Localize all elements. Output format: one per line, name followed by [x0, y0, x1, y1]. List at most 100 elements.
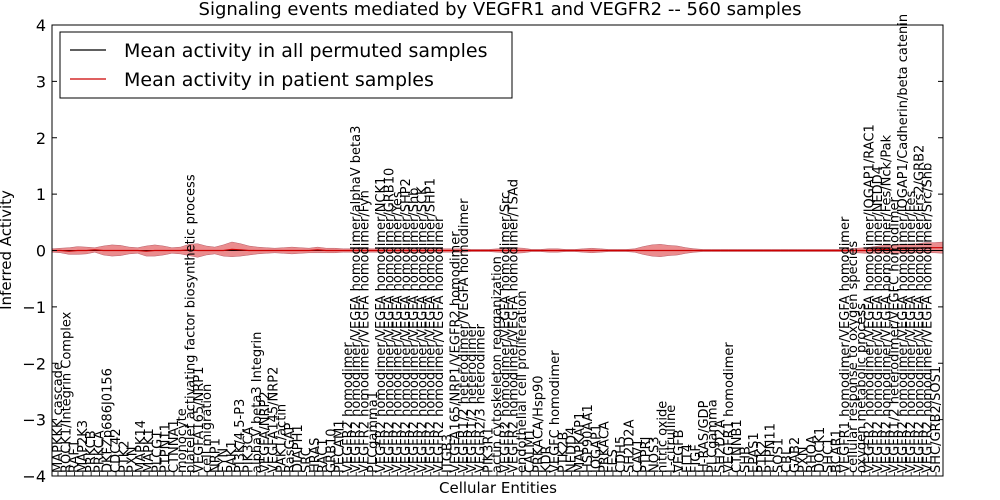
y-tick-label: −2 — [22, 354, 46, 373]
x-tick-label: PTK2 — [755, 440, 770, 473]
x-tick-label: MAPK14 — [134, 420, 149, 473]
patient-mean-line — [52, 247, 943, 252]
x-tick-label: GRB10 — [324, 428, 339, 473]
x-tick-label: H-RAS/GDP — [697, 400, 712, 473]
x-tick-label: RAF1 — [68, 440, 83, 473]
x-tick-label: platelet activating factor biosynthetic … — [184, 174, 199, 473]
y-tick-label: 3 — [36, 72, 46, 91]
x-tick-label: VEGFR2 homodimer/VEGFA homodimer/Frs2/GR… — [912, 145, 927, 473]
x-tick-label: MAPKKK cascade — [51, 362, 66, 473]
x-tick-label: CTNNB1 — [730, 419, 745, 473]
x-tick-label: VEGFR2 homodimer/VEGFA homodimer/SHP2 — [399, 178, 414, 473]
x-tick-label: FYN — [217, 448, 232, 473]
x-tick-label: PXN — [796, 447, 811, 473]
x-tick-label: VEGFA165/NRP1 — [192, 367, 207, 473]
x-tick-label: NOS3 — [647, 437, 662, 473]
x-tick-label: cell migration — [200, 384, 215, 473]
x-tick-label: NEDD4 — [565, 427, 580, 473]
x-tick-label: VEGFR2 homodimer/VEGFA homodimer/Shb — [407, 188, 422, 473]
x-tick-label: CALM1 — [523, 428, 538, 473]
legend-box — [59, 31, 513, 99]
x-tick-label: PIK3CA — [242, 426, 257, 473]
x-tick-label: SH2D2A — [623, 419, 638, 473]
x-tick-label: PRKCB — [84, 430, 99, 473]
x-tick-label: SHC1 — [821, 438, 836, 473]
x-tick-label: MAPKAP1 — [573, 412, 588, 473]
x-tick-label: VEGFR2 homodimer/VEGFA homodimer/Fes/Nck… — [879, 134, 894, 473]
x-tick-label: cellular response to oxygen species — [846, 241, 861, 473]
x-tick-label: PAK1/actin — [275, 404, 290, 473]
x-tick-label: IQGAP1 — [589, 424, 604, 473]
x-tick-label: PTPN11 — [763, 423, 778, 473]
y-tick-label: 4 — [36, 16, 46, 35]
x-tick-label: HSP90AA1 — [581, 404, 596, 473]
x-tick-label: VEGFR2/3 heterodimer — [473, 323, 488, 473]
x-tick-label: PECAM1 — [333, 419, 348, 473]
x-tick-label: PIK3R1 — [482, 427, 497, 473]
x-tick-label: SH2D2A — [714, 419, 729, 473]
y-tick-label: −1 — [22, 298, 46, 317]
x-tick-label: PTK2B — [556, 432, 571, 474]
x-tick-label: VEGFR1/2 heterodimer — [465, 323, 480, 473]
x-tick-label: PTK2 — [117, 440, 132, 473]
x-tick-label: VEGFR2 homodimer/VEGFA homodimer/SCK — [415, 186, 430, 473]
x-tick-label: L-citrulline — [664, 405, 679, 473]
x-tick-label: actin cytoskeleton reorganization — [490, 256, 505, 473]
y-tick-label: −3 — [22, 411, 46, 430]
x-tick-label: VEGFR2 homodimer/VEGFA homodimer/TSAd — [507, 179, 522, 473]
x-tick-label: PAK1 — [225, 440, 240, 473]
y-tick-label: −4 — [22, 467, 46, 486]
x-tick-label: CDH5 — [614, 436, 629, 473]
x-tick-label: VEGFB — [672, 429, 687, 473]
x-tick-label: DOCK1 — [813, 427, 828, 473]
x-tick-label: PLCgamma1 — [366, 391, 381, 473]
x-axis-label: Cellular Entities — [439, 479, 557, 497]
x-tick-label: SRC — [299, 447, 314, 473]
x-tick-label: CTNNA1 — [167, 419, 182, 473]
x-tick-label: PI3K/4,5-P3 — [233, 399, 248, 473]
x-tick-label: VEGFR2 homodimer/VEGFA homodimer/Yes — [391, 191, 406, 473]
x-tick-label: FLT4 — [681, 444, 696, 473]
x-tick-label: oxygen metabolic process — [854, 303, 869, 473]
x-tick-label: MAP2K3 — [76, 420, 91, 473]
x-tick-label: VEGFA145/NRP2 — [266, 367, 281, 473]
x-tick-label: SHC/GRB2/SOS1 — [929, 366, 944, 473]
x-tick-label: CBL — [780, 447, 795, 473]
x-tick-label: VEGFR2 homodimer/VEGFA homodimer/SHP1 — [424, 178, 439, 473]
y-tick-label: 2 — [36, 129, 46, 148]
x-tick-label: SOS1 — [772, 438, 787, 473]
x-tick-label: VEGFR2 homodimer/VEGFA homodimer/alphaV … — [349, 126, 364, 473]
x-tick-label: PTPN11 — [159, 423, 174, 473]
x-tick-label: PTPRJ — [639, 437, 654, 474]
x-tick-label: EPAS1 — [747, 432, 762, 473]
x-tick-label: CAV1 — [631, 439, 646, 473]
x-tick-label: VEGFR2 homodimer/VEGFA homodimer/Fes — [904, 191, 919, 473]
x-tick-label: ITGB3 — [440, 434, 455, 473]
x-tick-label: PXN — [126, 447, 141, 473]
x-tick-label: PRKCA — [92, 430, 107, 473]
x-tick-label: VEGFR2 homodimer/VEGFA homodimer/Src — [498, 192, 513, 473]
x-tick-label: VEGFA/NRP2 — [258, 391, 273, 473]
y-tick-label: 1 — [36, 185, 46, 204]
x-tick-label: DIAPH1 — [291, 424, 306, 473]
x-tick-label: alphaV beta3 Integrin — [250, 332, 265, 473]
x-tick-label: VEGFR2 homodimer/VEGFA homodimer/NCK1 — [374, 177, 389, 473]
y-tick-label: 0 — [36, 242, 46, 261]
x-tick-label: monocyte — [175, 408, 190, 473]
x-tick-label: PLCG1 — [150, 430, 165, 473]
x-tick-label: VEGFR2 homodimer/VEGFA homodimer/IQGAP1/… — [896, 14, 911, 473]
x-tick-label: VEGFA165/NRP1/VEGFR2 homodimer — [449, 231, 464, 473]
x-tick-label: BCAR1 — [830, 429, 845, 473]
x-tick-label: GAB2 — [788, 437, 803, 473]
legend-label-permuted: Mean activity in all permuted samples — [124, 40, 487, 62]
x-tick-label: FES — [606, 449, 621, 473]
x-tick-label: nitric oxide — [656, 401, 671, 473]
x-tick-label: KDR — [540, 445, 555, 473]
x-tick-label: VEGFR2 homodimer/VEGFA homodimer/Fyn — [357, 190, 372, 473]
x-tick-label: VEGFR2 homodimer — [341, 342, 356, 473]
x-tick-label: VEGFR2 homodimer/VEGFA homodimer/IQGAP1/… — [863, 124, 878, 473]
x-tick-label: CDC42 — [109, 428, 124, 473]
x-tick-label: VEGFR2 homodimer/VEGFA homodimer/GRB10 — [382, 168, 397, 473]
